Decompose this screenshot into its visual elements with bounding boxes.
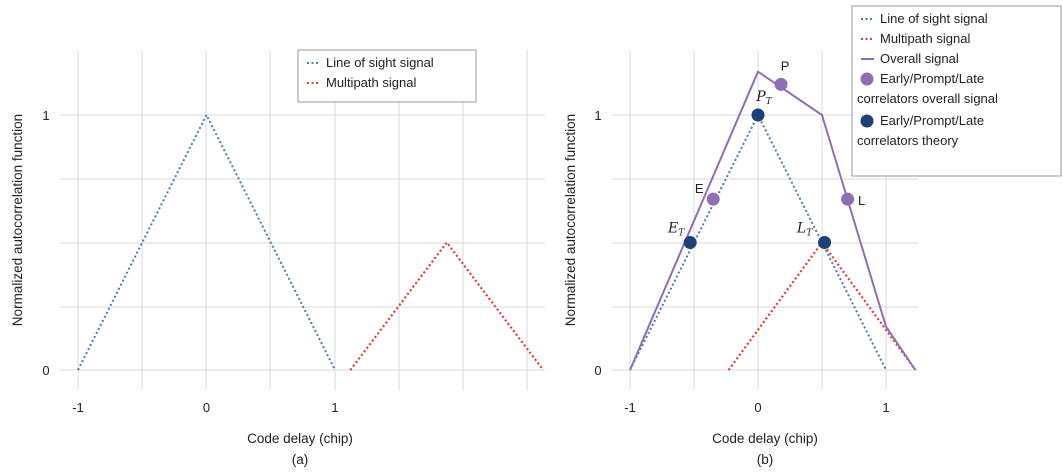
series-line-of-sight-signal xyxy=(77,114,336,371)
legend-entry-label: Multipath signal xyxy=(880,31,970,46)
x-tick-label: 0 xyxy=(203,400,210,415)
correlator-theory-label: LT xyxy=(796,221,813,239)
correlator-overall-label: P xyxy=(781,58,790,73)
correlator-theory-point xyxy=(683,236,697,249)
correlator-theory-point xyxy=(818,236,832,249)
legend: Line of sight signal Multipath signal Over… xyxy=(851,5,1062,177)
y-axis-label: Normalized autocorrelation function xyxy=(10,114,25,326)
legend-marker-icon xyxy=(860,114,874,128)
correlator-theory-label-main: E xyxy=(667,221,678,237)
legend-entry-label: Line of sight signal xyxy=(326,55,434,70)
x-tick-label: -1 xyxy=(72,400,84,415)
correlator-overall-point xyxy=(841,192,855,206)
panel-caption: (a) xyxy=(292,452,309,467)
x-tick-label: 0 xyxy=(754,400,761,415)
correlator-overall-point xyxy=(774,77,788,91)
legend-entry-label: Line of sight signal xyxy=(880,11,988,26)
chart-panel-b: -1 0 1 0 1 Code delay (chip) (b) Normalized aut… xyxy=(563,5,1062,467)
series-overall-signal xyxy=(629,70,917,371)
correlator-theory-label: PT xyxy=(755,89,772,107)
correlator-overall-label: L xyxy=(858,193,865,208)
legend-entry-label: Early/Prompt/Late xyxy=(880,71,984,86)
x-tick-label: 1 xyxy=(882,400,889,415)
legend: Line of sight signal Multipath signal xyxy=(297,49,477,103)
legend-entry-label: correlators overall signal xyxy=(857,91,998,106)
correlator-theory-label-main: L xyxy=(796,221,806,237)
legend-entry-label: correlators theory xyxy=(857,133,959,148)
series-multipath-signal xyxy=(349,241,545,371)
correlator-overall-point xyxy=(706,192,720,206)
legend-entry-label: Early/Prompt/Late xyxy=(880,113,984,128)
x-axis-label: Code delay (chip) xyxy=(247,431,353,446)
y-tick-label: 0 xyxy=(42,363,49,378)
legend-entry-label: Multipath signal xyxy=(326,75,416,90)
legend-box xyxy=(851,5,1062,177)
x-tick-label: -1 xyxy=(624,400,636,415)
correlator-theory-label-main: P xyxy=(755,89,766,105)
correlator-theory-label-subscript: T xyxy=(806,229,813,239)
y-axis-label: Normalized autocorrelation function xyxy=(563,114,578,326)
legend-box xyxy=(297,49,477,103)
legend-marker-icon xyxy=(860,72,874,86)
x-axis-label: Code delay (chip) xyxy=(712,431,818,446)
panel-caption: (b) xyxy=(757,452,774,467)
correlator-theory-label: ET xyxy=(667,221,685,239)
y-tick-label: 1 xyxy=(594,108,601,123)
legend-entry-label: Overall signal xyxy=(880,51,959,66)
correlator-overall-label: E xyxy=(695,181,704,196)
correlator-theory-label-subscript: T xyxy=(766,97,773,107)
y-tick-label: 1 xyxy=(42,108,49,123)
y-tick-label: 0 xyxy=(594,363,601,378)
x-tick-label: 1 xyxy=(331,400,338,415)
correlator-theory-point xyxy=(751,108,765,122)
chart-panel-a: -1 0 1 0 1 Code delay (chip) (a) Normalized aut… xyxy=(10,49,545,467)
correlator-theory-label-subscript: T xyxy=(678,229,685,239)
